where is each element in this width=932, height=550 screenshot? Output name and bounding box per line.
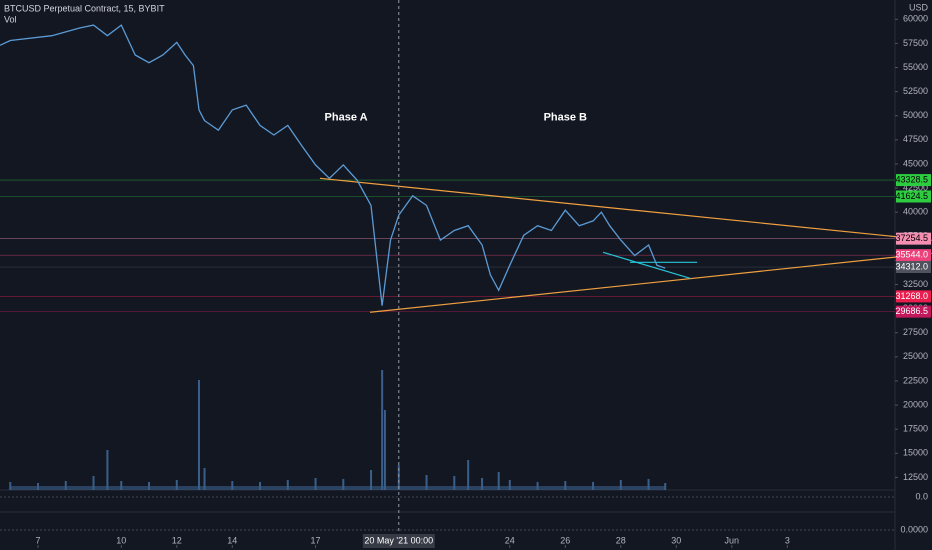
- x-tick-label: 3: [785, 535, 790, 545]
- level-label: 31268.0: [895, 291, 928, 301]
- trendline: [602, 251, 691, 279]
- y-tick-label: 32500: [903, 279, 928, 289]
- volume-bar: [397, 465, 400, 490]
- volume-bar: [425, 475, 428, 490]
- x-tick-label: 17: [311, 535, 321, 545]
- indicator-label: 0.0: [915, 491, 928, 501]
- x-tick-label: 10: [116, 535, 126, 545]
- volume-bar: [286, 480, 289, 490]
- volume-bar: [342, 479, 345, 490]
- x-tick-label: 28: [616, 535, 626, 545]
- level-label-bg: [896, 190, 931, 203]
- y-tick-label: 57500: [903, 38, 928, 48]
- x-tick-label: 24: [505, 535, 515, 545]
- volume-base: [10, 486, 666, 490]
- currency-label: USD: [909, 2, 929, 12]
- y-tick-label: 25000: [903, 351, 928, 361]
- volume-bar: [370, 470, 373, 490]
- volume-bar: [467, 460, 470, 490]
- volume-bar: [197, 380, 200, 490]
- y-tick-label: 47500: [903, 134, 928, 144]
- volume-bar: [497, 472, 500, 490]
- y-tick-label: 17500: [903, 424, 928, 434]
- y-tick-label: 22500: [903, 375, 928, 385]
- crosshair-label: 20 May '21 00:00: [364, 535, 433, 545]
- y-tick-label: 12500: [903, 472, 928, 482]
- level-label-bg: [896, 249, 931, 262]
- volume-bar: [106, 450, 109, 490]
- volume-label: Vol: [4, 14, 17, 24]
- volume-bar: [381, 370, 384, 490]
- volume-bar: [120, 481, 123, 490]
- y-tick-label: 42500: [903, 182, 928, 192]
- level-label: 37254.5: [895, 233, 928, 243]
- level-label-bg: [896, 305, 931, 318]
- x-tick-label: 30: [671, 535, 681, 545]
- volume-bar: [175, 480, 178, 490]
- level-label: 43328.5: [895, 174, 928, 184]
- y-tick-label: 15000: [903, 448, 928, 458]
- x-tick-label: 26: [560, 535, 570, 545]
- x-tick-label: 7: [36, 535, 41, 545]
- volume-bar: [481, 478, 484, 490]
- volume-bar: [383, 410, 386, 490]
- y-tick-label: 27500: [903, 327, 928, 337]
- volume-bar: [231, 481, 234, 490]
- level-label: 34312.0: [895, 261, 928, 271]
- volume-bar: [64, 481, 67, 490]
- chart-title: BTCUSD Perpetual Contract, 15, BYBIT: [4, 3, 165, 13]
- y-tick-label: 52500: [903, 86, 928, 96]
- level-label-bg: [896, 261, 931, 274]
- crosshair-label-bg: [362, 534, 435, 548]
- annotation: Phase A: [325, 112, 368, 124]
- volume-bar: [92, 476, 95, 490]
- x-tick-label: 12: [172, 535, 182, 545]
- y-tick-label: 60000: [903, 14, 928, 24]
- volume-bar: [647, 479, 650, 490]
- annotation: Phase B: [544, 112, 587, 124]
- volume-bar: [314, 478, 317, 490]
- x-tick-label: 14: [227, 535, 237, 545]
- x-tick-label: Jun: [725, 535, 740, 545]
- y-tick-label: 20000: [903, 399, 928, 409]
- level-label-bg: [896, 232, 931, 245]
- price-line: [0, 24, 666, 306]
- volume-bar: [508, 480, 511, 490]
- volume-bar: [564, 481, 567, 490]
- level-label-bg: [896, 174, 931, 187]
- level-label: 41624.5: [895, 191, 928, 201]
- y-tick-label: 45000: [903, 158, 928, 168]
- trendline: [369, 252, 932, 313]
- level-label-bg: [896, 290, 931, 303]
- level-label: 35544.0: [895, 250, 928, 260]
- level-label: 29686.5: [895, 306, 928, 316]
- indicator-label: 0.0000: [900, 524, 928, 534]
- y-tick-label: 55000: [903, 62, 928, 72]
- trendline: [319, 177, 932, 241]
- volume-bar: [619, 480, 622, 490]
- volume-bar: [453, 476, 456, 490]
- y-tick-label: 40000: [903, 207, 928, 217]
- volume-bar: [203, 468, 206, 490]
- y-tick-label: 50000: [903, 110, 928, 120]
